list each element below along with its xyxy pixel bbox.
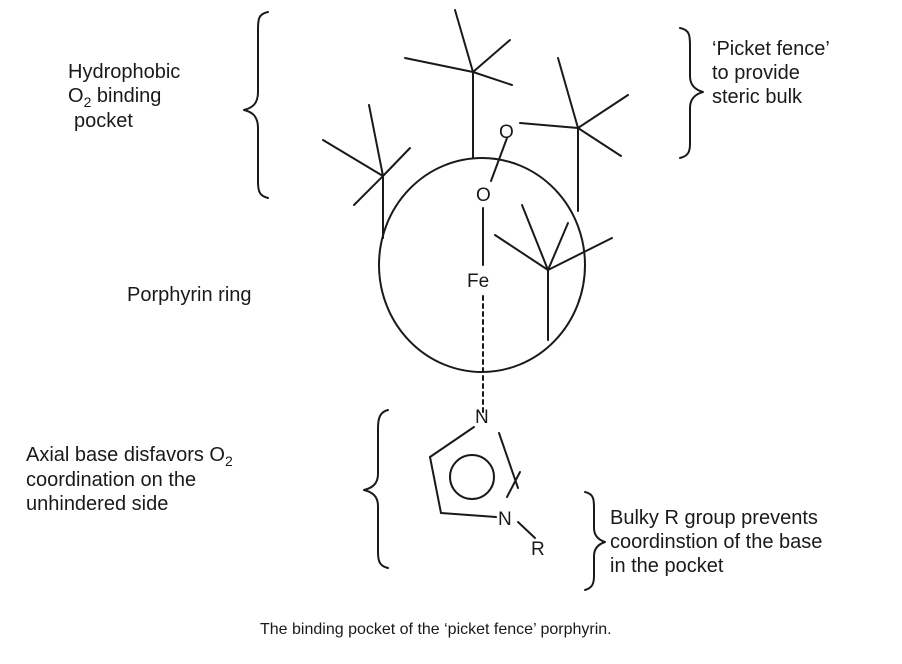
tert-butyl-left bbox=[322, 104, 411, 206]
brace-axial-base bbox=[363, 409, 389, 569]
axial-base-line3: unhindered side bbox=[26, 493, 169, 515]
label-porphyrin-ring: Porphyrin ring bbox=[127, 284, 252, 306]
label-axial-base: Axial base disfavors O2 coordination on … bbox=[26, 443, 233, 516]
imidazole-ring bbox=[429, 426, 536, 539]
tert-butyl-right bbox=[519, 57, 629, 157]
brace-bulky-r bbox=[584, 491, 606, 591]
bulky-r-line1: Bulky R group prevents bbox=[610, 507, 818, 529]
atom-oxygen-top: O bbox=[499, 122, 514, 143]
atom-nitrogen-top: N bbox=[475, 407, 489, 428]
label-picket-fence: ‘Picket fence’ to provide steric bulk bbox=[712, 37, 830, 109]
picket-fence-line1: ‘Picket fence’ bbox=[712, 38, 830, 60]
hydrophobic-line3: pocket bbox=[74, 110, 133, 132]
picket-fence-line2: to provide bbox=[712, 62, 800, 84]
atom-oxygen-bottom: O bbox=[476, 185, 491, 206]
atom-iron: Fe bbox=[467, 271, 490, 292]
picket-fence-line3: steric bulk bbox=[712, 86, 803, 108]
axial-base-line1: Axial base disfavors O2 bbox=[26, 443, 233, 469]
hydrophobic-line2: O2 binding bbox=[68, 84, 180, 110]
o-o-bond bbox=[490, 137, 508, 182]
bulky-r-line2: coordinstion of the base bbox=[610, 531, 823, 553]
tert-butyl-center bbox=[404, 9, 513, 86]
o2-subscript: 2 bbox=[83, 94, 92, 110]
figure-caption: The binding pocket of the ‘picket fence’… bbox=[260, 621, 612, 638]
atom-r-group: R bbox=[531, 539, 545, 560]
o2-subscript-axial: 2 bbox=[224, 453, 233, 469]
label-hydrophobic-pocket: Hydrophobic O2 binding pocket bbox=[68, 60, 180, 133]
brace-picket-fence bbox=[679, 27, 704, 159]
atom-nitrogen-bottom: N bbox=[498, 509, 512, 530]
axial-base-text: Axial base disfavors O bbox=[26, 444, 225, 466]
label-bulky-r-group: Bulky R group prevents coordinstion of t… bbox=[610, 506, 822, 578]
o2-letter: O bbox=[68, 85, 84, 107]
axial-base-line2: coordination on the bbox=[26, 469, 197, 491]
binding-word: binding bbox=[91, 85, 162, 107]
brace-hydrophobic bbox=[243, 11, 269, 199]
bulky-r-line3: in the pocket bbox=[610, 555, 724, 577]
tert-butyl-front bbox=[494, 204, 613, 271]
hydrophobic-line1: Hydrophobic bbox=[68, 61, 181, 83]
